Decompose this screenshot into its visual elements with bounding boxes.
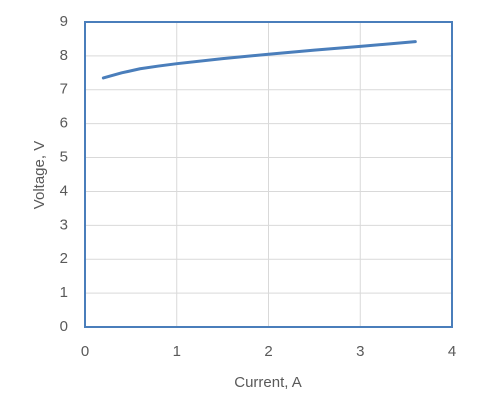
y-tick-label: 9 [60, 13, 68, 30]
y-tick-label: 1 [60, 284, 68, 301]
y-tick-label: 4 [60, 182, 68, 199]
y-tick-label: 8 [60, 47, 68, 64]
y-tick-label: 0 [60, 318, 68, 335]
data-line [101, 40, 417, 80]
y-tick-label: 3 [60, 216, 68, 233]
x-tick-label: 2 [264, 343, 272, 360]
y-tick-label: 5 [60, 149, 68, 166]
y-tick-label: 6 [60, 115, 68, 132]
x-axis-label: Current, A [234, 374, 302, 391]
y-tick-label: 7 [60, 81, 68, 98]
x-tick-label: 3 [356, 343, 364, 360]
x-tick-label: 1 [173, 343, 181, 360]
y-axis-label: Voltage, V [31, 141, 48, 209]
x-tick-label: 4 [448, 343, 456, 360]
y-tick-label: 2 [60, 250, 68, 267]
x-tick-label: 0 [81, 343, 89, 360]
plot-border [84, 21, 453, 328]
